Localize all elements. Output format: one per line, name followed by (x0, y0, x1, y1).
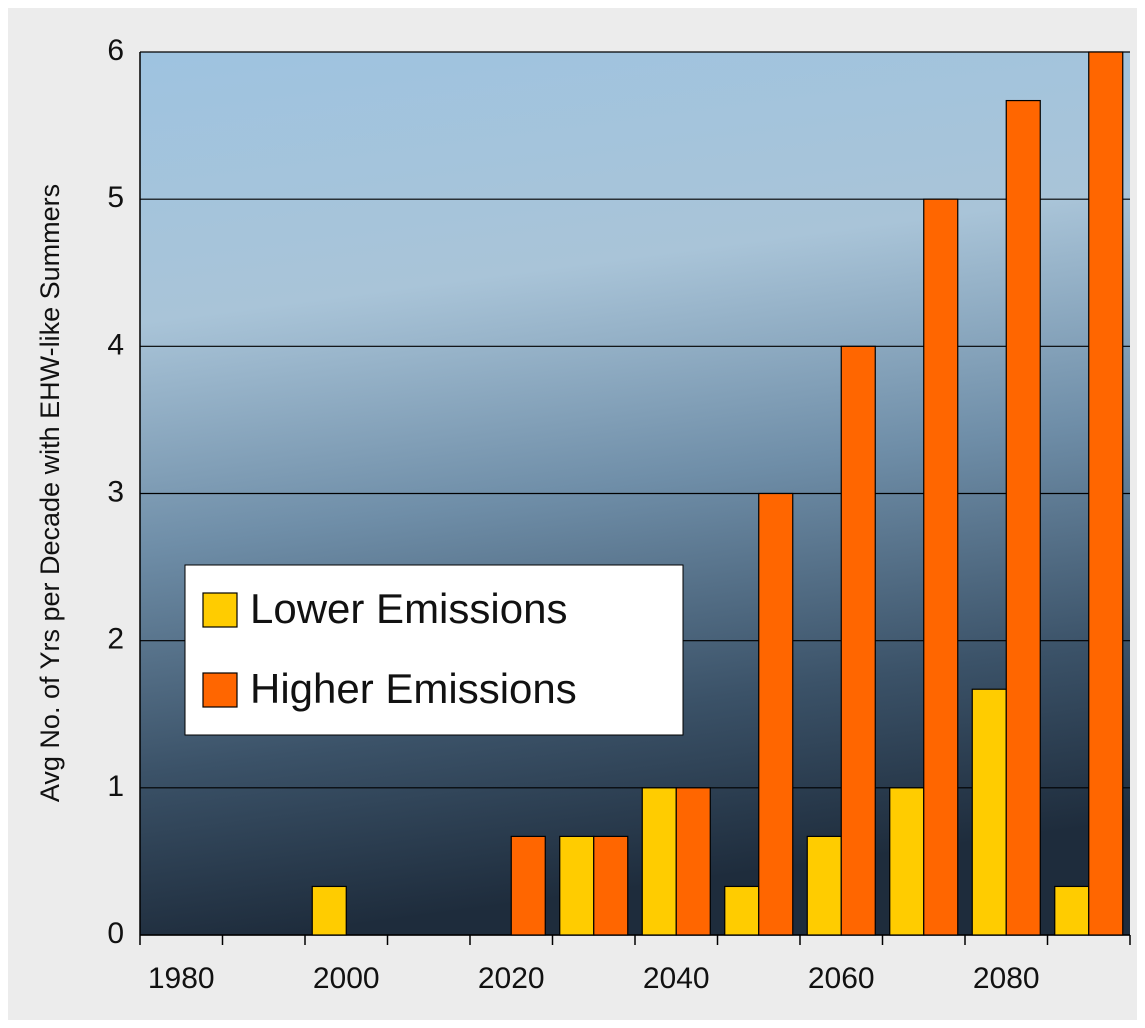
x-tick-label: 2040 (643, 962, 710, 995)
legend-label: Higher Emissions (250, 665, 577, 712)
x-tick-label: 1980 (148, 962, 215, 995)
bar (758, 492, 794, 936)
bar (675, 787, 711, 936)
legend-swatch (202, 592, 238, 628)
x-tick-label: 2080 (973, 962, 1040, 995)
legend-box (184, 564, 684, 736)
bar (593, 835, 629, 936)
y-tick-label: 4 (107, 328, 124, 361)
y-tick-label: 0 (107, 917, 124, 950)
bar (806, 835, 842, 936)
bar (559, 835, 595, 936)
bar (1005, 99, 1041, 936)
y-tick-label: 6 (107, 34, 124, 67)
x-tick-label: 2000 (313, 962, 380, 995)
bar (311, 885, 347, 936)
bar (1088, 51, 1124, 936)
y-tick-label: 5 (107, 181, 124, 214)
y-tick-label: 3 (107, 475, 124, 508)
bar (641, 787, 677, 936)
bar (923, 198, 959, 936)
x-tick-label: 2060 (808, 962, 875, 995)
bar (510, 835, 546, 936)
bar (889, 787, 925, 936)
bar (840, 345, 876, 936)
x-tick-label: 2020 (478, 962, 545, 995)
y-tick-label: 1 (107, 770, 124, 803)
y-tick-label: 2 (107, 623, 124, 656)
bar (724, 885, 760, 936)
legend-swatch (202, 672, 238, 708)
bar (971, 688, 1007, 936)
y-axis-title: Avg No. of Yrs per Decade with EHW-like … (35, 184, 65, 802)
bar (1054, 885, 1090, 936)
legend-label: Lower Emissions (250, 585, 567, 632)
